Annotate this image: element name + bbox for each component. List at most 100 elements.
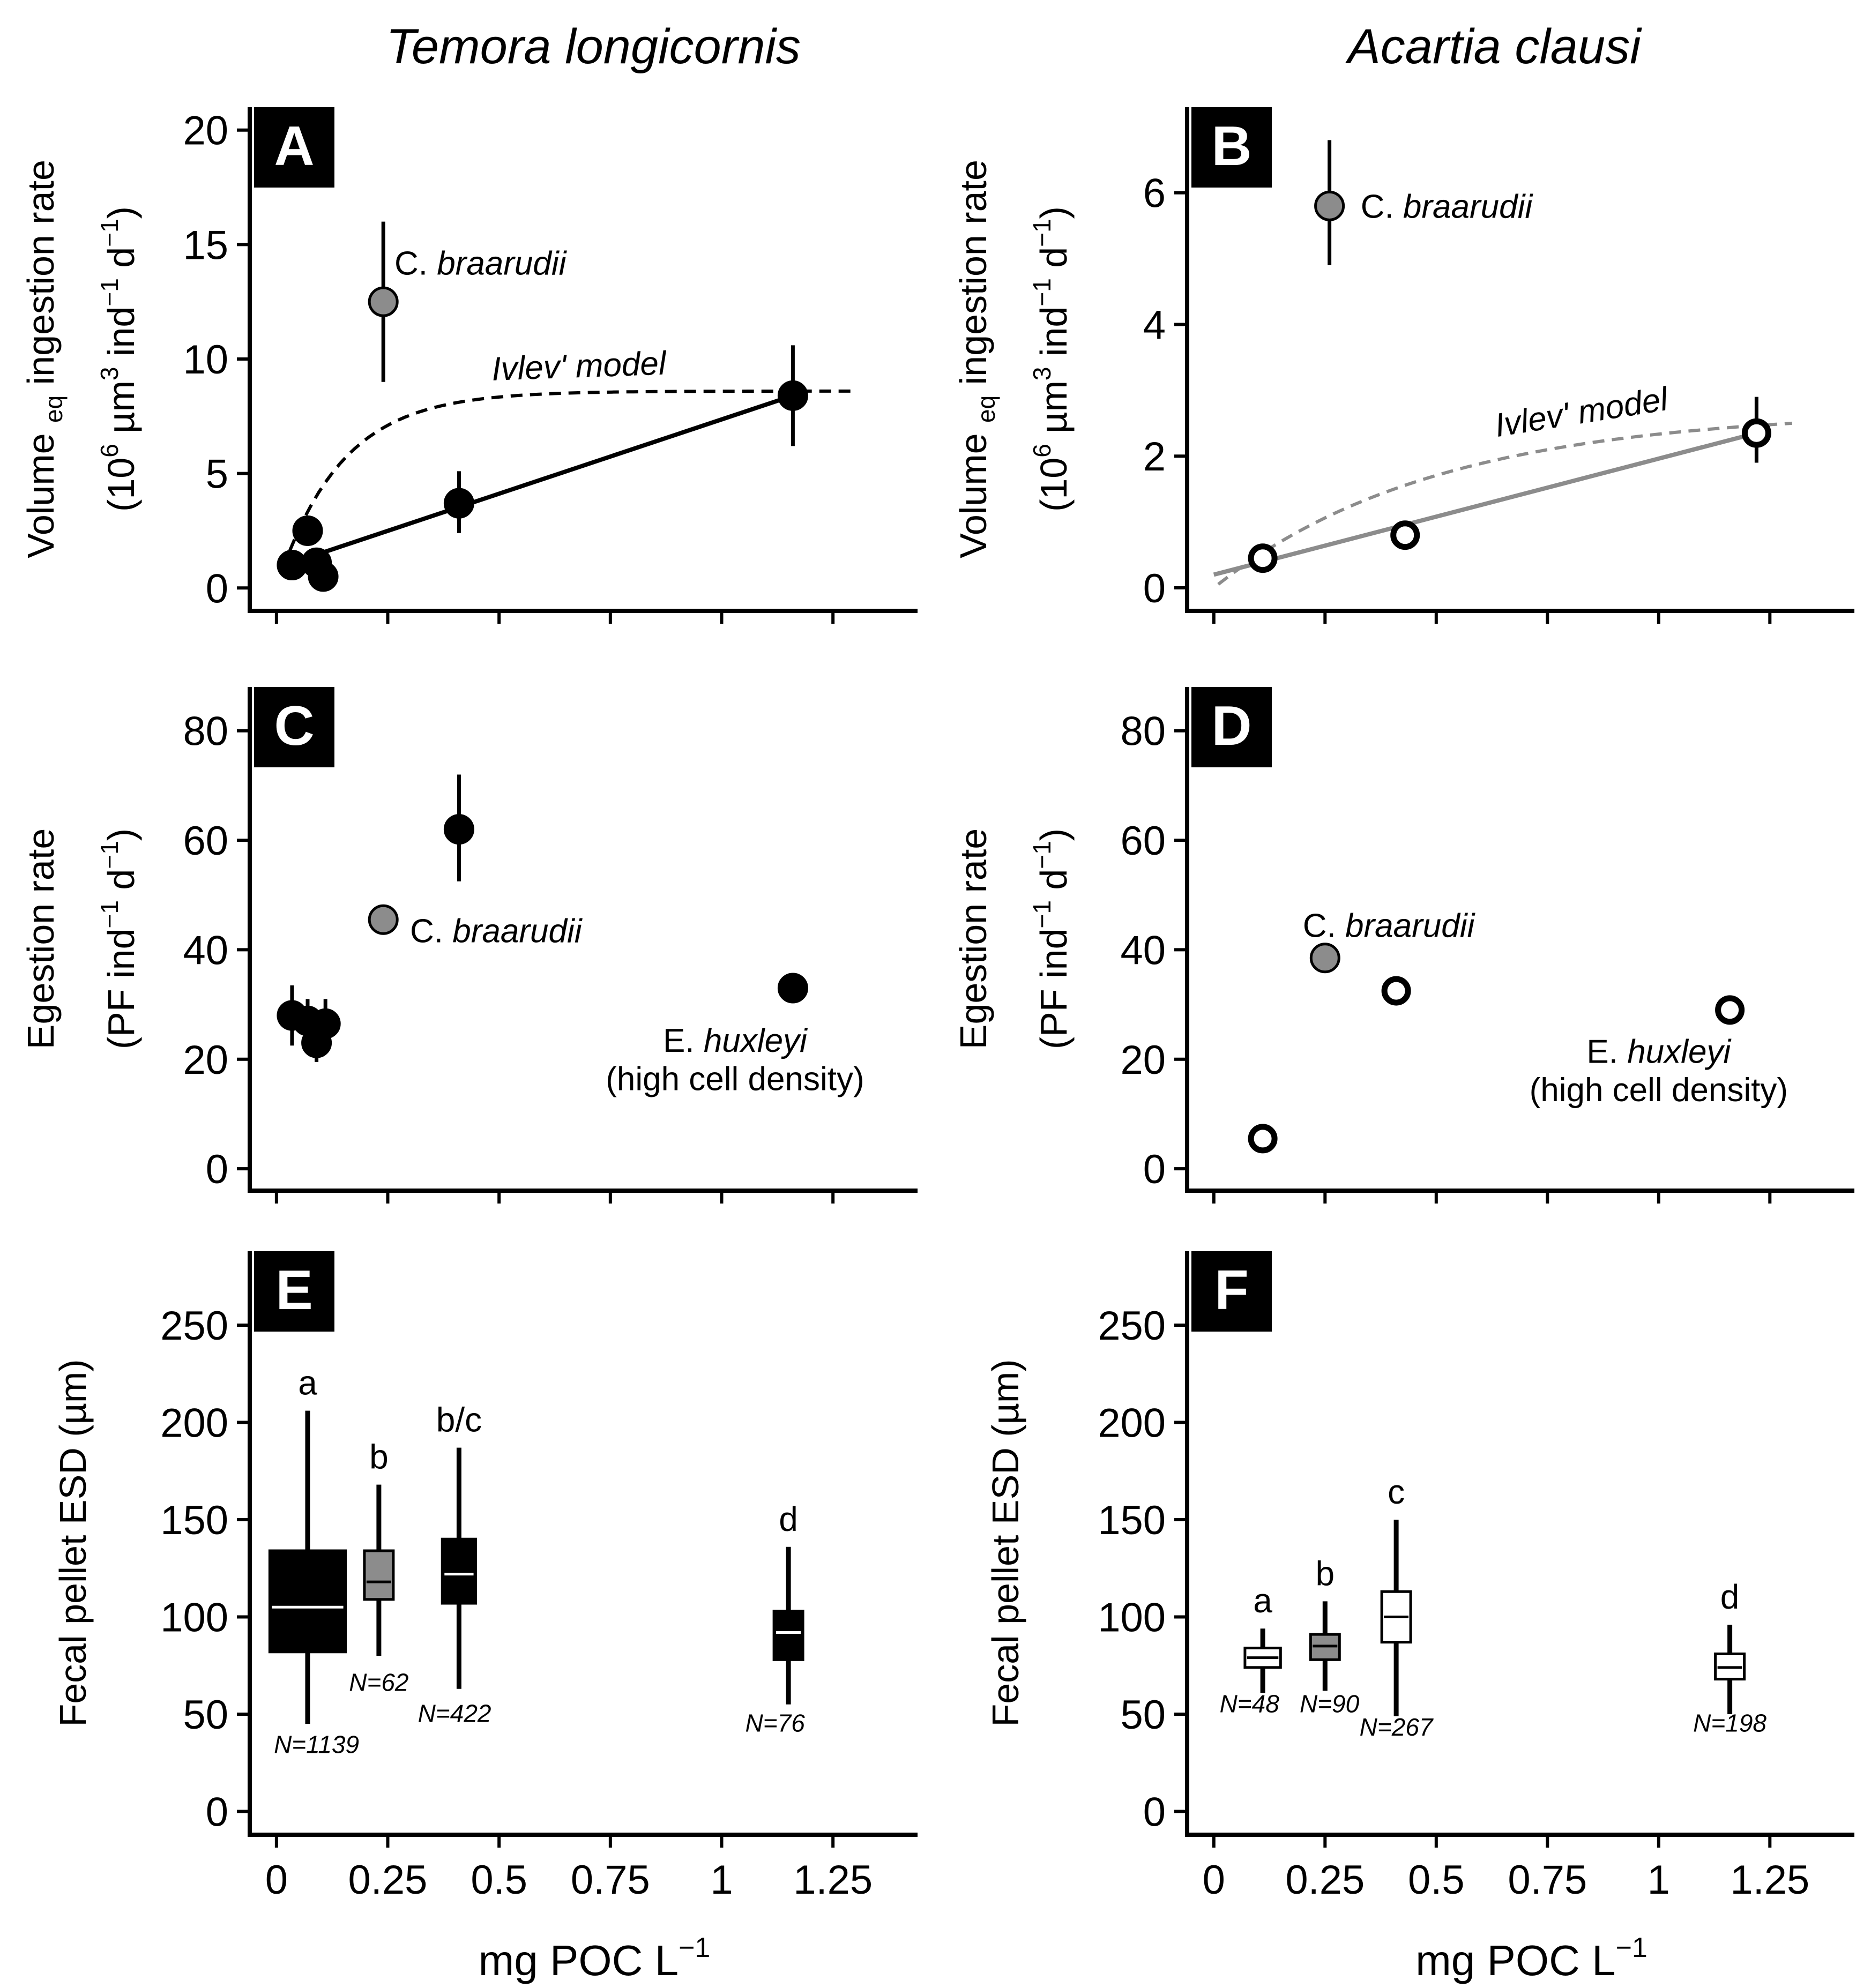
box-group-letter: b — [369, 1438, 389, 1476]
y-title-part: Egestion rate — [952, 828, 994, 1049]
y-tick-label: 20 — [183, 108, 228, 154]
y-axis-title-units: (106 µm3 ind−1 d−1) — [95, 206, 142, 512]
box-group-letter: c — [1388, 1473, 1405, 1511]
y-tick-label: 200 — [1098, 1400, 1166, 1446]
box-group-letter: b — [1316, 1554, 1335, 1593]
annotation: E. huxleyi — [663, 1022, 808, 1059]
panel-badge — [254, 687, 334, 767]
ivlev-model-curve — [281, 389, 855, 569]
y-axis-title: Egestion rate — [20, 828, 62, 1049]
y-units-sup: −1 — [95, 841, 123, 869]
y-units-part: ) — [100, 828, 142, 841]
y-axis-title: Egestion rate — [952, 828, 994, 1049]
annotation-plain: (high cell density) — [606, 1061, 864, 1098]
y-units-part: µm — [100, 380, 142, 444]
box-iqr — [268, 1549, 347, 1654]
annotation-plain: C. — [1361, 188, 1403, 225]
y-tick-label: 40 — [183, 928, 228, 973]
y-tick-label: 150 — [1098, 1498, 1166, 1543]
y-tick-label: 0 — [206, 1147, 228, 1192]
annotation: (high cell density) — [1530, 1072, 1788, 1109]
panel-letter: F — [1214, 1259, 1249, 1321]
annotation-plain: E. — [1586, 1033, 1627, 1070]
x-tick-label: 1.25 — [1730, 1857, 1809, 1903]
y-tick-label: 15 — [183, 222, 228, 268]
y-units-sup: −1 — [95, 900, 123, 928]
annotation-italic: braarudii — [1345, 907, 1475, 944]
y-tick-label: 6 — [1143, 171, 1166, 216]
box-sample-size: N=62 — [349, 1668, 408, 1696]
x-axis-title-sup: −1 — [679, 1932, 710, 1963]
y-title-part: Egestion rate — [20, 828, 62, 1049]
y-axis-title-units: (PF ind−1 d−1) — [95, 828, 142, 1049]
y-units-sup: −1 — [95, 278, 123, 306]
y-tick-label: 0 — [1143, 566, 1166, 611]
y-title-part: Volume — [20, 423, 62, 558]
data-point — [368, 286, 399, 317]
annotation-italic: braarudii — [437, 245, 567, 282]
annotation-plain: E. — [663, 1022, 704, 1059]
data-point — [1248, 1124, 1278, 1154]
x-axis-title: mg POC L−1 — [479, 1932, 711, 1984]
y-units-sup: −1 — [1028, 900, 1056, 928]
data-point — [777, 973, 808, 1004]
y-tick-label: 0 — [206, 1789, 228, 1835]
box-sample-size: N=267 — [1360, 1713, 1434, 1741]
y-units-part: (PF ind — [100, 928, 142, 1049]
box-sample-size: N=422 — [418, 1699, 491, 1727]
box-group-letter: d — [779, 1500, 798, 1538]
ivlev-model-curve — [1217, 421, 1792, 586]
y-units-part: ) — [100, 206, 142, 219]
box-group-letter: a — [298, 1364, 317, 1402]
panel-badge — [254, 1251, 334, 1332]
y-tick-label: 100 — [160, 1595, 228, 1640]
y-tick-label: 20 — [1120, 1037, 1166, 1083]
y-tick-label: 20 — [183, 1037, 228, 1083]
panel-f: 0 50 100 150 200 250 0 0.25 0.5 0.75 1 1.25 mg POC L… — [985, 1251, 1854, 1984]
y-tick-label: 0 — [206, 566, 228, 611]
panel-letter: B — [1211, 115, 1251, 177]
panel-badge — [1191, 687, 1272, 767]
x-axis-title-main: mg POC L — [1415, 1937, 1615, 1984]
annotation: E. huxleyi — [1586, 1033, 1732, 1070]
panel-badge — [1191, 1251, 1272, 1332]
y-tick-label: 60 — [1120, 818, 1166, 864]
data-point — [368, 904, 399, 935]
y-axis-title: Volume eq ingestion rate — [952, 160, 1000, 558]
x-tick-label: 0.25 — [1285, 1857, 1365, 1903]
y-units-part: (PF ind — [1033, 928, 1075, 1049]
x-tick-label: 0.75 — [1508, 1857, 1587, 1903]
box-sample-size: N=1139 — [274, 1731, 359, 1759]
y-units-sup: 3 — [95, 367, 123, 381]
y-units-part: d — [100, 247, 142, 278]
y-tick-label: 50 — [183, 1692, 228, 1738]
x-tick-label: 1.25 — [793, 1857, 873, 1903]
x-tick-label: 0.5 — [1408, 1857, 1465, 1903]
x-tick-label: 0.25 — [348, 1857, 428, 1903]
data-point — [1381, 976, 1411, 1006]
y-units-sup: 6 — [95, 444, 123, 458]
ivlev-model-label: Ivlev' model — [491, 345, 668, 387]
y-title-part: Fecal pellet ESD (µm) — [985, 1359, 1026, 1727]
y-units-part: (10 — [1033, 458, 1075, 512]
data-point — [1390, 520, 1420, 550]
regression-line — [1213, 431, 1757, 577]
y-tick-label: 5 — [206, 452, 228, 497]
y-units-part: d — [1033, 869, 1075, 900]
box-group-letter: b/c — [436, 1401, 482, 1439]
annotation: C. braarudii — [1361, 188, 1534, 225]
annotation: (high cell density) — [606, 1061, 864, 1098]
y-title-part: ingestion rate — [20, 160, 62, 395]
annotation-italic: braarudii — [452, 913, 583, 950]
panel-e: 0 50 100 150 200 250 0 0.25 0.5 0.75 1 1.25 mg POC L… — [52, 1251, 918, 1984]
x-axis-title-sup: −1 — [1616, 1932, 1648, 1963]
y-units-part: d — [100, 869, 142, 900]
box-sample-size: N=48 — [1220, 1690, 1280, 1717]
panel-letter: E — [275, 1259, 312, 1321]
y-title-sub: eq — [40, 395, 68, 423]
col-title-temora: Temora longicornis — [386, 19, 801, 74]
